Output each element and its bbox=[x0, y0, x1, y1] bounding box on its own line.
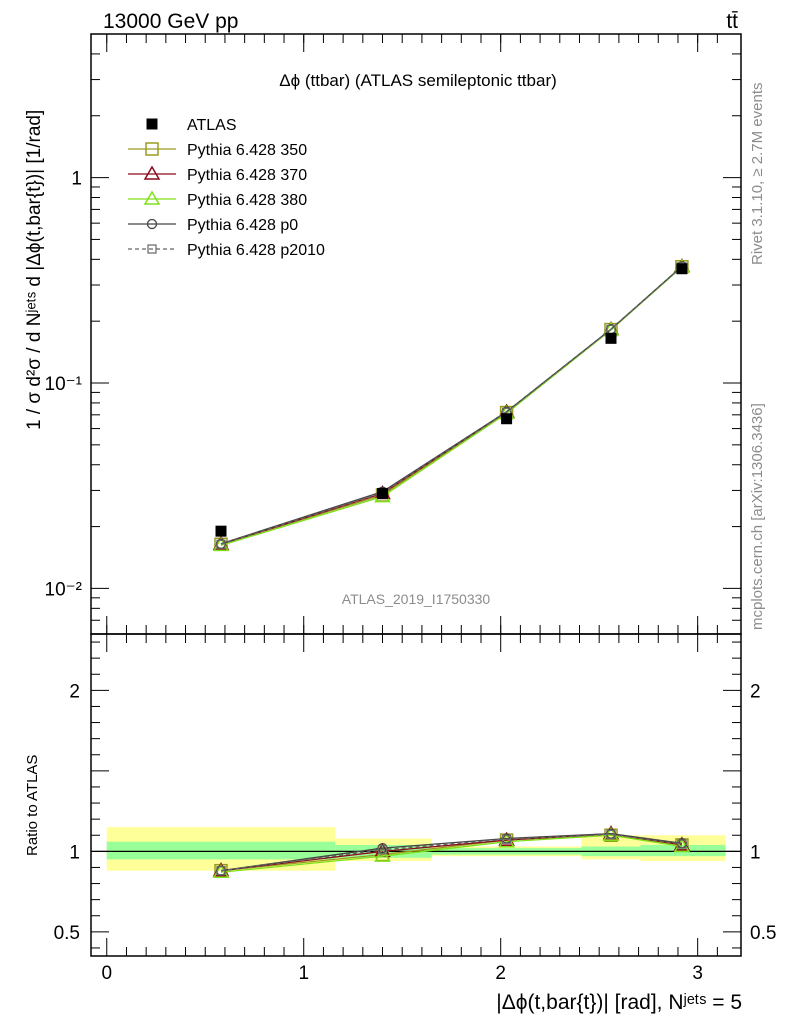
header-energy-label: 13000 GeV pp bbox=[103, 10, 238, 33]
ratio-x-tick-label: 1 bbox=[298, 963, 309, 984]
main-y-axis-label: 1 / σ d²σ / d Nʲᵉᵗˢ d |Δϕ(t,bar{t})| [1/… bbox=[24, 110, 45, 430]
legend-marker bbox=[146, 118, 158, 130]
mcplots-label: mcplots.cern.ch [arXiv:1306.3436] bbox=[749, 403, 766, 630]
legend-label: Pythia 6.428 370 bbox=[187, 167, 307, 184]
legend-marker bbox=[146, 218, 158, 230]
ratio-frame bbox=[90, 633, 742, 957]
atlas-data-point bbox=[676, 263, 688, 275]
atlas-data-point bbox=[377, 487, 389, 499]
main-axis-ticks: 10⁻² 10⁻¹ 1 bbox=[45, 33, 741, 635]
legend-marker bbox=[147, 244, 157, 254]
legend-label: ATLAS bbox=[187, 117, 237, 134]
ratio-data-point bbox=[677, 839, 687, 849]
header-process-label: tt̄ bbox=[726, 10, 738, 33]
main-plot-area bbox=[212, 258, 691, 552]
atlas-data-point bbox=[605, 332, 617, 344]
atlas-data-point bbox=[501, 413, 513, 425]
ratio-y-tick-label: 1 bbox=[69, 842, 80, 863]
ratio-data-point bbox=[606, 829, 616, 840]
legend-marker bbox=[145, 142, 159, 156]
main-y-tick-label: 10⁻² bbox=[45, 579, 83, 600]
ratio-data-point bbox=[216, 866, 226, 876]
ratio-y-tick-label: 2 bbox=[69, 681, 80, 702]
main-title: Δϕ (ttbar) (ATLAS semileptonic ttbar) bbox=[279, 71, 557, 90]
ratio-y-tick-label: 0.5 bbox=[54, 923, 80, 944]
legend-label: Pythia 6.428 p0 bbox=[187, 217, 298, 234]
ratio-y-axis-label: Ratio to ATLAS bbox=[24, 755, 41, 856]
ratio-x-tick-label: 2 bbox=[495, 963, 506, 984]
ratio-data-point bbox=[502, 834, 512, 844]
ratio-panel: Ratio to ATLAS 0.5 0.5 1 1 2 2 0 1 2 3 |Δϕ(t,bar{… bbox=[24, 633, 776, 1014]
ratio-data-point bbox=[374, 847, 391, 862]
legend-label: Pythia 6.428 350 bbox=[187, 142, 307, 159]
legend-marker bbox=[143, 190, 161, 205]
ratio-x-tick-label: 3 bbox=[692, 963, 703, 984]
main-panel: Δϕ (ttbar) (ATLAS semileptonic ttbar) AT… bbox=[24, 33, 742, 635]
ratio-series-line bbox=[220, 832, 682, 872]
ratio-series-line bbox=[220, 833, 682, 872]
ratio-y-tick-label-right: 0.5 bbox=[750, 923, 776, 944]
ratio-axis-ticks: 0.5 0.5 1 1 2 2 0 1 2 3 bbox=[54, 634, 776, 984]
atlas-data-point bbox=[215, 525, 227, 537]
series-line bbox=[220, 266, 683, 545]
series-line bbox=[220, 266, 683, 545]
rivet-label: Rivet 3.1.10, ≥ 2.7M events bbox=[749, 83, 766, 266]
analysis-label: ATLAS_2019_I1750330 bbox=[342, 591, 491, 607]
main-y-tick-label: 1 bbox=[71, 169, 82, 190]
series-line bbox=[220, 266, 683, 547]
legend-marker bbox=[143, 165, 161, 180]
ratio-x-tick-label: 0 bbox=[101, 963, 112, 984]
ratio-data-point bbox=[377, 845, 388, 855]
x-axis-label: |Δϕ(t,bar{t})| [rad], Nʲᵉᵗˢ = 5 bbox=[496, 991, 742, 1014]
legend-label: Pythia 6.428 p2010 bbox=[187, 242, 325, 259]
legend-label: Pythia 6.428 380 bbox=[187, 192, 307, 209]
ratio-series-line bbox=[220, 834, 683, 873]
legend: ATLAS Pythia 6.428 350 Pythia 6.428 370 Pyt… bbox=[128, 117, 325, 259]
data-point bbox=[216, 539, 226, 549]
uncertainty-band-inner bbox=[106, 841, 336, 860]
ratio-y-tick-label-right: 2 bbox=[750, 681, 761, 702]
series-line bbox=[220, 265, 683, 545]
ratio-y-tick-label-right: 1 bbox=[750, 842, 761, 863]
main-y-tick-label: 10⁻¹ bbox=[45, 374, 83, 395]
ratio-plot-area bbox=[91, 825, 741, 879]
series-line bbox=[220, 266, 683, 545]
